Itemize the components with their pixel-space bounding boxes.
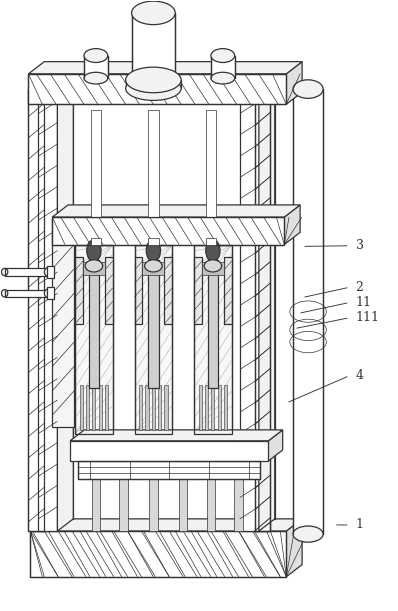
Bar (92, 479, 100, 531)
Text: 2: 2 (356, 280, 363, 294)
Polygon shape (259, 77, 275, 531)
Polygon shape (29, 89, 44, 531)
Text: 3: 3 (356, 240, 364, 252)
Bar (148, 238, 158, 244)
Bar (148, 111, 158, 217)
Ellipse shape (44, 289, 52, 298)
Ellipse shape (2, 268, 8, 276)
Bar (158, 385, 161, 431)
Ellipse shape (2, 290, 8, 297)
Polygon shape (268, 430, 283, 461)
Polygon shape (105, 257, 113, 324)
Polygon shape (194, 244, 232, 434)
Bar (199, 385, 202, 431)
Bar (206, 111, 216, 217)
Ellipse shape (132, 70, 175, 90)
Bar (206, 238, 216, 244)
Ellipse shape (211, 49, 235, 62)
Bar (234, 479, 243, 531)
Bar (139, 385, 142, 431)
Bar (5, 290, 48, 297)
Bar (152, 385, 155, 431)
Bar (148, 260, 158, 388)
Polygon shape (52, 205, 300, 217)
Polygon shape (30, 531, 286, 577)
Ellipse shape (211, 72, 235, 84)
Bar (224, 385, 227, 431)
Bar (211, 385, 215, 431)
Polygon shape (54, 77, 73, 519)
Bar (149, 479, 158, 531)
Text: 111: 111 (356, 311, 380, 324)
Bar (205, 385, 208, 431)
Bar (83, 262, 105, 275)
Polygon shape (135, 244, 172, 434)
Polygon shape (75, 257, 83, 324)
Bar (99, 385, 102, 431)
Polygon shape (78, 461, 260, 479)
Bar (80, 385, 83, 431)
Polygon shape (164, 257, 172, 324)
Polygon shape (194, 257, 202, 324)
Polygon shape (29, 62, 302, 74)
Bar (47, 287, 54, 299)
Polygon shape (52, 220, 74, 428)
Ellipse shape (85, 260, 103, 272)
Bar (84, 56, 108, 78)
Ellipse shape (204, 260, 222, 272)
Bar (47, 266, 54, 278)
Bar (126, 80, 181, 89)
Bar (211, 56, 235, 78)
Polygon shape (284, 205, 300, 244)
Bar (91, 111, 101, 217)
Polygon shape (52, 217, 284, 244)
Bar (89, 260, 99, 388)
Ellipse shape (126, 67, 181, 93)
Polygon shape (256, 77, 275, 519)
Bar (218, 385, 221, 431)
Ellipse shape (293, 80, 323, 98)
Bar (132, 13, 175, 80)
Bar (86, 385, 89, 431)
Ellipse shape (87, 240, 101, 262)
Ellipse shape (206, 240, 220, 262)
Bar (293, 89, 323, 534)
Polygon shape (57, 77, 73, 531)
Ellipse shape (146, 240, 160, 262)
Ellipse shape (44, 268, 52, 276)
Polygon shape (70, 441, 268, 461)
Polygon shape (135, 257, 142, 324)
Polygon shape (286, 62, 302, 104)
Polygon shape (70, 430, 283, 441)
Bar (142, 262, 164, 275)
Polygon shape (240, 89, 259, 531)
Ellipse shape (84, 49, 108, 62)
Text: 1: 1 (356, 519, 364, 532)
Ellipse shape (144, 260, 162, 272)
Bar (202, 262, 224, 275)
Bar (91, 238, 101, 244)
Ellipse shape (132, 1, 175, 24)
Polygon shape (30, 519, 302, 531)
Bar (208, 260, 218, 388)
Polygon shape (38, 89, 57, 531)
Ellipse shape (293, 526, 323, 542)
Polygon shape (75, 244, 113, 434)
Bar (5, 268, 48, 276)
Ellipse shape (84, 72, 108, 84)
Bar (105, 385, 108, 431)
Polygon shape (29, 74, 286, 104)
Polygon shape (286, 519, 302, 577)
Polygon shape (255, 89, 270, 531)
Bar (92, 385, 96, 431)
Bar (119, 479, 128, 531)
Bar (179, 479, 187, 531)
Bar (164, 385, 168, 431)
Text: 11: 11 (356, 296, 372, 309)
Text: 4: 4 (356, 369, 364, 382)
Bar (145, 385, 148, 431)
Polygon shape (224, 257, 232, 324)
Ellipse shape (126, 76, 181, 100)
Bar (207, 479, 215, 531)
